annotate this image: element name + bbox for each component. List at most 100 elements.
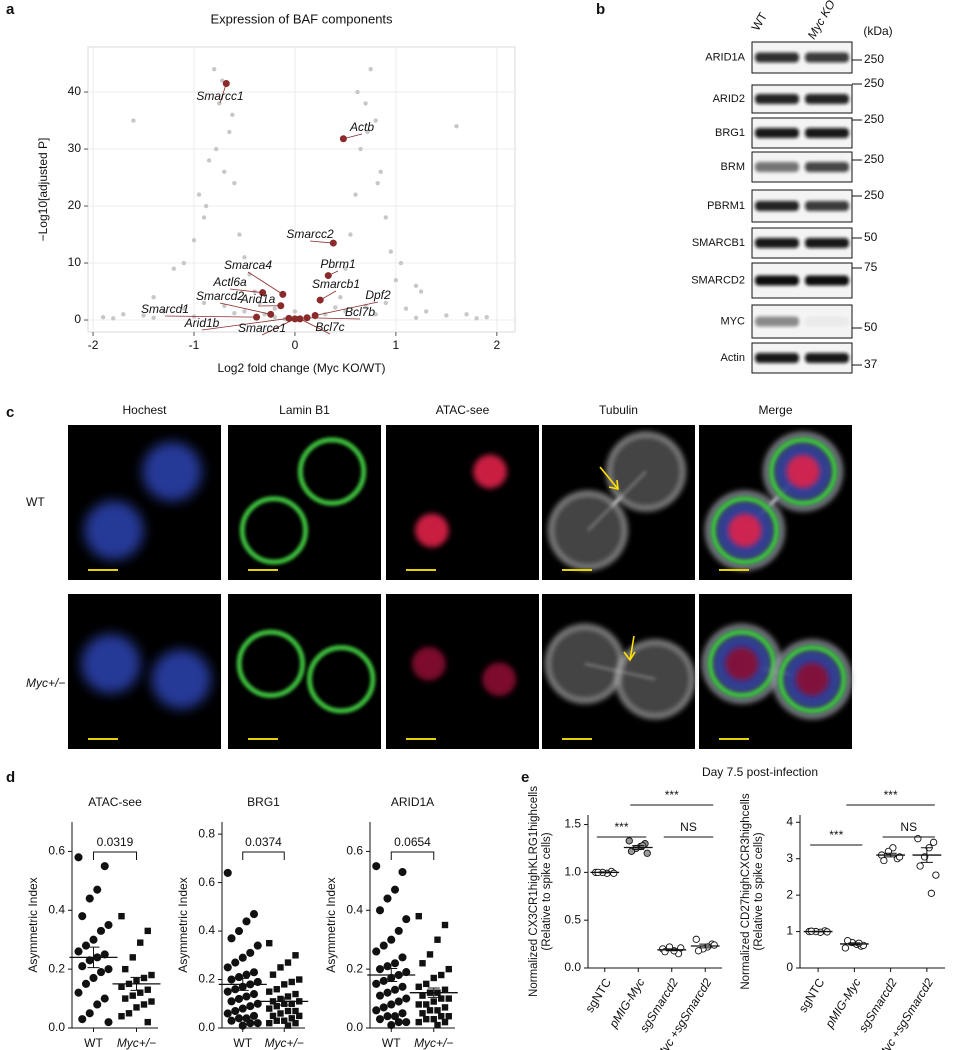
atac [412,646,446,681]
bracket [242,851,285,860]
point-label: Smarce1 [238,321,286,335]
point [372,1006,381,1015]
point [643,849,651,857]
point [78,1015,87,1024]
band [805,353,849,363]
error-bar [87,946,100,969]
point [140,974,148,982]
point [441,1018,449,1026]
point [118,912,125,920]
point [438,995,445,1002]
point [269,1012,277,1020]
error-bar [665,948,678,952]
y-tick-label: 0.2 [346,961,363,975]
point [379,941,388,950]
nucleus [84,500,144,561]
point [383,215,388,220]
point [387,1000,396,1009]
point [375,991,385,1000]
point [403,306,409,311]
point-label: Smarcb1 [312,277,360,291]
marker-label: 250 [864,76,884,90]
image-bg [228,594,381,749]
y-tick-label: 0.4 [198,923,215,937]
point-label: Smarcc1 [196,89,243,103]
error-bar [385,968,398,983]
point [122,995,129,1002]
protein-label: BRG1 [715,127,745,139]
y-tick-label: 40 [68,84,82,98]
image-bg [228,425,381,580]
point [398,953,407,962]
band [755,128,799,138]
point [223,987,232,996]
point [375,1015,385,1024]
point [419,992,426,999]
y-tick-label: 1.0 [564,865,581,879]
point [316,296,324,304]
point [372,862,381,871]
lamin [778,645,847,714]
point [390,885,400,894]
y-tick-label: 0.6 [346,844,363,858]
point [191,238,197,243]
y-tick-label: 0.5 [564,912,581,926]
lamin [307,645,376,714]
bracket-label: *** [614,820,628,834]
point [438,971,445,979]
micrograph [699,425,852,580]
point [144,986,151,993]
nucleus [81,634,141,694]
point [292,990,299,998]
point [181,306,187,311]
y-tick-label: 0 [786,960,793,974]
point [267,310,275,318]
point [710,941,718,949]
channel-label: Hochest [122,403,167,417]
point [237,232,242,237]
point [474,316,479,321]
lamin [710,496,780,565]
point [398,260,404,266]
x-tick-label: 1 [393,338,400,352]
x-axis-label: Log2 fold change (Myc KO/WT) [217,361,385,375]
y-tick-label: 0.4 [48,902,65,916]
micrograph [542,594,695,749]
point [292,952,299,959]
marker-label: 250 [864,112,884,126]
point [231,958,240,967]
x-tick-label: WT [233,1036,252,1050]
point [379,1003,388,1012]
point [445,995,452,1002]
point [81,941,91,950]
point [104,1018,113,1027]
point [454,124,459,129]
point [231,1006,240,1016]
leader-line [261,318,296,336]
x-tick-label: sgNTC [796,976,828,1015]
point [253,999,262,1008]
marker-label: 250 [864,152,884,166]
point [242,255,247,260]
point [214,146,219,152]
point [249,990,259,999]
band [755,94,799,104]
y-tick-label: 1.5 [564,817,581,831]
point [78,912,87,921]
point [131,118,136,123]
point [242,917,251,926]
point [402,1018,411,1027]
point-label: Smarcc2 [286,227,334,241]
y-tick-label: 0.0 [198,1020,215,1034]
y-tick-label: 3 [786,851,793,865]
channel-label: Merge [758,403,792,417]
band [805,128,849,138]
point [249,910,259,919]
point [151,315,156,320]
lane-label: Myc KO [805,0,838,42]
leader-line [307,317,361,320]
point-label: Actl6a [212,275,247,289]
point [81,979,91,988]
error-bar [884,852,897,858]
point [133,1004,140,1011]
